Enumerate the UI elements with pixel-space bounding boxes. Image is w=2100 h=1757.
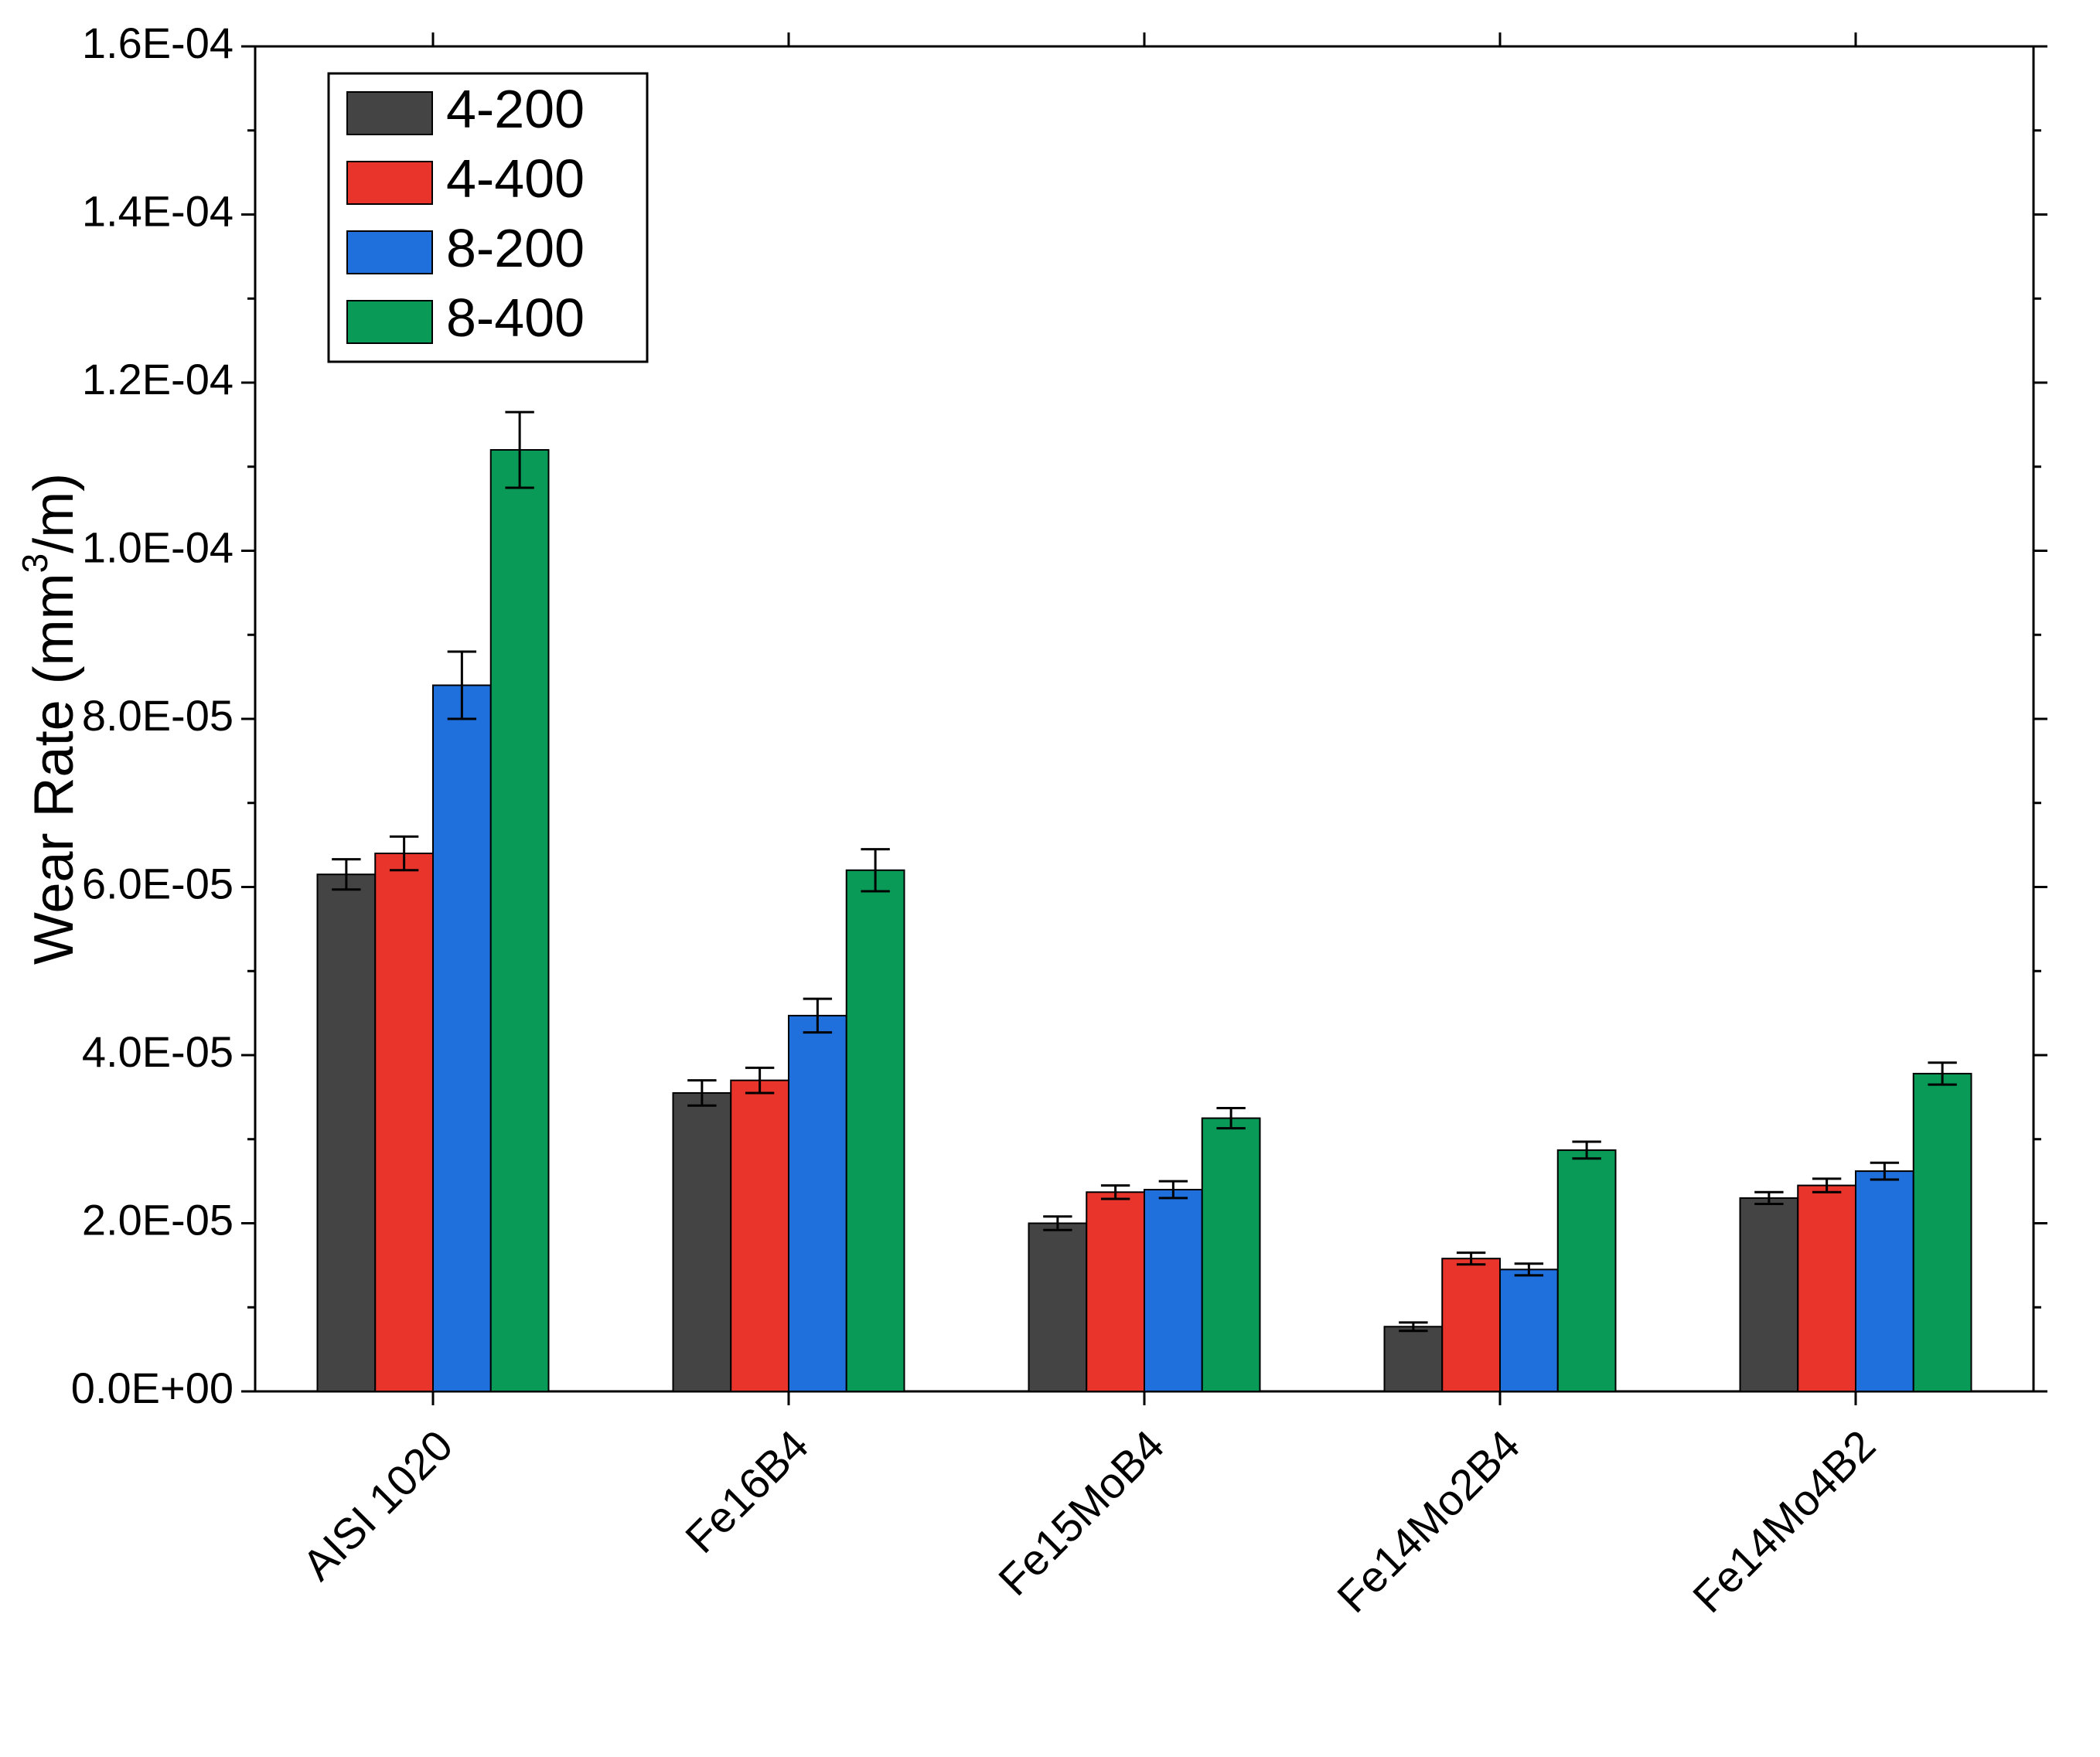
legend-swatch-4-200	[347, 92, 432, 134]
bar-Fe16B4-4-400	[731, 1081, 789, 1391]
y-tick-label: 2.0E-05	[82, 1195, 234, 1244]
y-axis-title: Wear Rate (mm3/m)	[15, 473, 85, 965]
legend-swatch-8-400	[347, 301, 432, 343]
bar-AISI 1020-8-400	[491, 450, 549, 1391]
y-tick-label: 1.2E-04	[82, 355, 234, 403]
bar-Fe14Mo2B4-8-200	[1500, 1269, 1558, 1391]
bar-AISI 1020-8-200	[433, 686, 491, 1392]
y-tick-label: 1.4E-04	[82, 186, 234, 235]
x-tick-label: Fe15MoB4	[989, 1421, 1173, 1605]
legend: 4-200 4-400 8-200 8-400	[329, 73, 647, 362]
bar-Fe16B4-4-200	[673, 1093, 731, 1391]
y-tick-label: 6.0E-05	[82, 859, 234, 907]
legend-swatch-4-400	[347, 162, 432, 204]
x-tick-label: Fe16B4	[676, 1421, 817, 1562]
bar-Fe14Mo4B2-4-200	[1740, 1198, 1798, 1391]
x-tick-label: Fe14Mo4B2	[1683, 1421, 1884, 1622]
bar-Fe16B4-8-200	[789, 1016, 847, 1391]
x-tick-label: Fe14Mo2B4	[1328, 1421, 1529, 1622]
y-tick-label: 1.0E-04	[82, 523, 234, 571]
legend-label-8-200: 8-200	[446, 218, 585, 278]
bar-AISI 1020-4-400	[375, 853, 433, 1391]
bar-Fe16B4-8-400	[847, 870, 905, 1391]
wear-rate-bar-chart: 0.0E+00 2.0E-05 4.0E-05 6.0E-05 8.0E-05 1.0E-…	[0, 0, 2100, 1757]
legend-swatch-8-200	[347, 231, 432, 274]
legend-label-8-400: 8-400	[446, 288, 585, 348]
y-tick-label: 0.0E+00	[71, 1364, 234, 1412]
bar-Fe14Mo4B2-8-200	[1856, 1171, 1914, 1391]
legend-label-4-200: 4-200	[446, 79, 585, 139]
bar-Fe15MoB4-4-200	[1029, 1224, 1087, 1392]
x-tick-label: AISI 1020	[293, 1421, 462, 1589]
bars-group	[318, 450, 1972, 1391]
bar-Fe14Mo4B2-8-400	[1914, 1074, 1972, 1391]
bar-Fe15MoB4-4-400	[1086, 1192, 1144, 1391]
y-tick-label: 8.0E-05	[82, 691, 234, 740]
bar-Fe14Mo2B4-8-400	[1558, 1150, 1616, 1391]
bar-Fe15MoB4-8-200	[1144, 1190, 1202, 1391]
bar-AISI 1020-4-200	[318, 874, 376, 1391]
chart-svg: 0.0E+00 2.0E-05 4.0E-05 6.0E-05 8.0E-05 1.0E-…	[0, 0, 2100, 1757]
bar-Fe14Mo2B4-4-400	[1442, 1258, 1500, 1391]
bar-Fe14Mo4B2-4-400	[1798, 1186, 1856, 1391]
y-tick-label: 4.0E-05	[82, 1027, 234, 1076]
y-tick-label: 1.6E-04	[82, 19, 234, 67]
bar-Fe15MoB4-8-400	[1202, 1119, 1260, 1391]
bar-Fe14Mo2B4-4-200	[1385, 1326, 1443, 1391]
legend-label-4-400: 4-400	[446, 148, 585, 209]
